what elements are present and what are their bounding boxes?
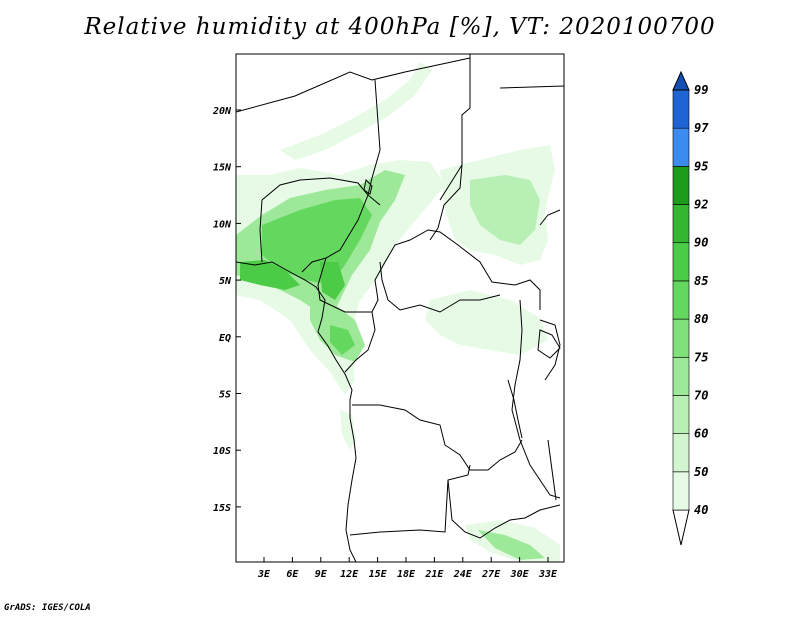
humidity-area-sahara-band — [280, 62, 432, 160]
humidity-area-angola-coast — [340, 410, 356, 450]
border-zambia — [447, 479, 561, 539]
lon-tick-label: 21E — [424, 569, 444, 580]
lon-tick-label: 3E — [257, 569, 271, 580]
lon-tick-label: 9E — [315, 569, 328, 580]
chart-title: Relative humidity at 400hPa [%], VT: 202… — [84, 14, 716, 40]
border-libya-chad — [236, 57, 471, 113]
lon-tick-label: 33E — [538, 569, 558, 580]
colorbar-label: 92 — [694, 198, 708, 212]
colorbar-label: 50 — [694, 465, 708, 479]
lake-victoria — [537, 329, 561, 359]
latitude-axis: 20N 15N 10N 5N EQ 5S 10S 15S — [212, 106, 241, 514]
colorbar-segment — [672, 242, 690, 282]
border-cameroon — [317, 229, 541, 313]
lon-tick-label: 18E — [397, 569, 416, 580]
colorbar-low-triangle — [672, 509, 690, 546]
lon-tick-label: 27E — [481, 569, 501, 580]
colorbar-segment — [672, 89, 690, 129]
humidity-area-central — [425, 290, 548, 355]
border-nigeria — [261, 177, 369, 273]
lat-tick-label: 5S — [219, 390, 231, 401]
lon-tick-label: 6E — [286, 569, 299, 580]
colorbar-segment — [672, 204, 690, 244]
border-congo — [344, 311, 376, 373]
grads-credit: GrADS: IGES/COLA — [4, 603, 91, 613]
border-chad-sudan — [429, 164, 463, 241]
lat-tick-label: EQ — [219, 333, 231, 344]
lon-tick-label: 30E — [510, 569, 530, 580]
border-angola-namibia — [349, 464, 471, 536]
colorbar-segment — [672, 280, 690, 320]
border-benin — [259, 199, 263, 263]
colorbar-label: 95 — [694, 159, 708, 173]
colorbar-label: 85 — [694, 274, 708, 288]
humidity-shading — [236, 62, 560, 562]
border-east-lakes — [539, 319, 561, 381]
colorbar-label: 80 — [694, 312, 708, 326]
colorbar-segment — [672, 318, 690, 358]
border-drc-angola — [352, 404, 523, 471]
lake-malawi — [547, 439, 557, 501]
colorbar-segment — [672, 127, 690, 167]
border-niger-chad — [367, 79, 381, 206]
colorbar-label: 70 — [694, 388, 708, 402]
border-libya-egypt — [439, 54, 471, 201]
colorbar-label: 99 — [694, 83, 708, 97]
colorbar-label: 97 — [694, 121, 709, 135]
lat-tick-label: 5N — [219, 276, 232, 287]
lat-tick-label: 15N — [213, 163, 232, 174]
colorbar: 40 50 60 70 75 80 85 90 92 95 97 99 — [672, 70, 709, 546]
humidity-area-south-mid — [478, 530, 545, 560]
colorbar-label: 90 — [694, 236, 708, 250]
lat-tick-label: 10N — [213, 219, 232, 230]
border-east — [511, 299, 561, 499]
colorbar-label: 40 — [694, 503, 708, 517]
lat-tick-label: 20N — [212, 106, 232, 117]
colorbar-segment — [672, 471, 690, 511]
lake-chad — [363, 178, 373, 195]
lake-tanganyika — [507, 379, 523, 439]
colorbar-segment — [672, 166, 690, 205]
lon-tick-label: 24E — [453, 569, 473, 580]
humidity-core-cameroon — [320, 262, 345, 300]
colorbar-segment — [672, 395, 690, 434]
humidity-core-coast — [240, 260, 300, 290]
colorbar-label: 60 — [694, 427, 708, 441]
lon-tick-label: 12E — [340, 569, 359, 580]
border-northeast — [499, 85, 564, 89]
humidity-area-sudan-mid — [470, 175, 540, 245]
border-car — [379, 261, 501, 313]
lon-tick-label: 15E — [369, 569, 388, 580]
lat-tick-label: 15S — [213, 503, 231, 514]
colorbar-segment — [672, 433, 690, 473]
colorbar-label: 75 — [694, 350, 708, 364]
border-ethiopia — [539, 209, 561, 226]
political-boundaries — [236, 54, 564, 562]
humidity-core-nigeria — [262, 198, 372, 285]
colorbar-segment — [672, 356, 690, 396]
humidity-core-gabon — [330, 325, 355, 355]
coastline-west — [236, 261, 357, 562]
lat-tick-label: 10S — [213, 446, 231, 457]
colorbar-high-triangle — [672, 70, 690, 91]
longitude-axis: 3E 6E 9E 12E 15E 18E 21E 24E 27E 30E 33E — [257, 557, 558, 580]
map-frame — [235, 53, 565, 563]
